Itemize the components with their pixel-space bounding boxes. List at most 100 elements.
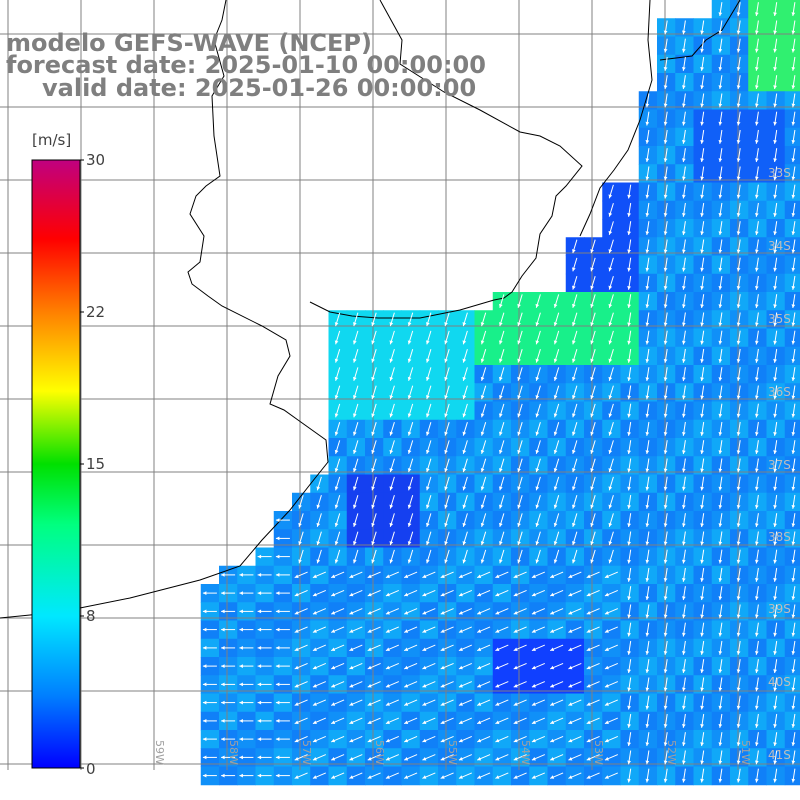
wind-vector-head — [682, 158, 686, 162]
wind-vector-head — [389, 413, 394, 418]
wind-vector-head — [736, 541, 741, 546]
wind-vector-head — [736, 559, 741, 564]
wind-vector-head — [440, 629, 445, 633]
wind-vector-head — [353, 486, 357, 491]
wind-vector-head — [389, 449, 394, 454]
wind-speed-cell — [784, 693, 800, 713]
wind-vector-head — [477, 574, 482, 578]
wind-vector-head — [499, 504, 503, 509]
wind-vector-head — [755, 505, 759, 509]
wind-vector-head — [718, 541, 723, 546]
wind-vector-head — [700, 395, 704, 400]
wind-vector-head — [312, 775, 317, 779]
wind-vector-head — [275, 518, 280, 522]
wind-vector-head — [608, 468, 613, 473]
wind-vector-head — [736, 450, 741, 454]
wind-vector-head — [331, 629, 336, 633]
wind-vector-head — [663, 760, 668, 765]
wind-vector-head — [572, 449, 576, 454]
wind-vector-head — [440, 738, 445, 743]
wind-vector-head — [773, 724, 777, 728]
wind-vector-head — [513, 592, 518, 597]
wind-vector-head — [553, 395, 558, 400]
wind-vector-head — [604, 629, 609, 633]
wind-vector-head — [239, 773, 243, 778]
wind-vector-head — [371, 322, 375, 327]
wind-vector-head — [663, 359, 668, 363]
wind-vector-head — [331, 775, 336, 779]
wind-vector-head — [645, 304, 650, 308]
wind-vector-head — [495, 665, 500, 670]
wind-vector-head — [349, 720, 354, 724]
wind-vector-head — [444, 413, 448, 418]
wind-speed-cell — [784, 0, 800, 19]
wind-vector-head — [257, 627, 262, 632]
wind-vector-head — [682, 377, 686, 381]
wind-vector-head — [663, 213, 668, 217]
wind-vector-head — [682, 176, 686, 181]
wind-vector-head — [586, 738, 591, 743]
wind-vector-head — [627, 213, 631, 217]
wind-vector-head — [736, 377, 741, 381]
wind-vector-head — [353, 504, 357, 509]
wind-speed-cell — [784, 91, 800, 110]
wind-vector-head — [568, 775, 573, 779]
wind-vector-head — [444, 322, 448, 327]
wind-vector-head — [791, 377, 796, 381]
wind-vector-head — [440, 574, 445, 578]
wind-vector-head — [736, 322, 741, 327]
wind-vector-head — [531, 684, 536, 688]
wind-vector-head — [682, 614, 686, 619]
wind-vector-head — [700, 760, 704, 765]
wind-vector-head — [477, 665, 482, 670]
wind-vector-head — [513, 720, 518, 724]
wind-vector-head — [755, 651, 759, 655]
wind-vector-head — [682, 322, 686, 327]
wind-vector-head — [586, 775, 591, 779]
wind-vector-head — [407, 322, 412, 327]
wind-vector-head — [736, 158, 741, 162]
wind-vector-head — [718, 559, 723, 564]
wind-vector-head — [458, 775, 463, 779]
wind-vector-head — [645, 505, 650, 509]
wind-vector-head — [736, 578, 741, 582]
wind-vector-head — [257, 591, 262, 595]
wind-vector-head — [700, 231, 704, 235]
wind-vector-head — [440, 684, 445, 688]
wind-vector-head — [604, 775, 609, 779]
wind-vector-head — [663, 194, 668, 199]
wind-vector-head — [553, 303, 558, 308]
lon-label: 59W — [153, 740, 166, 765]
wind-vector-head — [627, 340, 631, 345]
wind-vector-head — [773, 669, 777, 673]
wind-vector-head — [700, 523, 704, 527]
wind-vector-head — [645, 432, 650, 436]
wind-vector-head — [663, 322, 668, 327]
wind-vector-head — [718, 687, 723, 692]
wind-vector-head — [645, 742, 650, 746]
wind-vector-head — [312, 720, 317, 724]
wind-vector-head — [535, 431, 540, 436]
wind-vector-head — [627, 286, 631, 290]
wind-vector-head — [550, 720, 555, 724]
wind-vector-head — [462, 559, 467, 564]
wind-vector-head — [275, 682, 280, 687]
wind-vector-head — [221, 609, 225, 614]
wind-vector-head — [700, 249, 704, 254]
wind-vector-head — [755, 213, 759, 217]
wind-vector-head — [718, 377, 723, 381]
wind-vector-head — [791, 121, 796, 126]
wind-vector-head — [221, 719, 225, 723]
wind-vector-head — [791, 778, 796, 783]
wind-vector-head — [791, 359, 796, 363]
wind-vector-head — [312, 647, 317, 651]
wind-vector-head — [718, 322, 723, 327]
wind-vector-head — [736, 249, 741, 254]
wind-vector-head — [444, 486, 448, 491]
wind-vector-head — [718, 231, 723, 235]
wind-vector-head — [312, 684, 317, 688]
wind-vector-head — [736, 48, 741, 53]
wind-vector-head — [572, 431, 576, 436]
wind-vector-head — [736, 687, 741, 692]
wind-vector-head — [422, 684, 427, 688]
